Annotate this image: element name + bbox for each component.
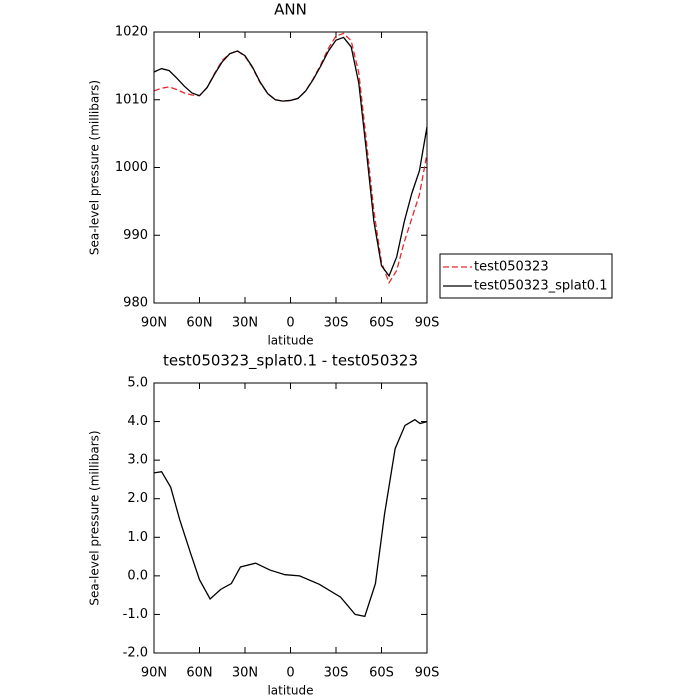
x-tick-label: 90S — [415, 316, 440, 331]
x-tick-label: 0 — [286, 316, 294, 331]
legend-label: test050323 — [474, 260, 549, 275]
y-tick-label: 4.0 — [127, 414, 148, 429]
y-axis-label: Sea-level pressure (millibars) — [88, 430, 102, 605]
x-tick-label: 60N — [186, 316, 212, 331]
y-tick-label: 1010 — [115, 92, 148, 107]
x-tick-label: 90S — [415, 666, 440, 681]
x-tick-label: 60S — [369, 316, 394, 331]
y-tick-label: 3.0 — [127, 453, 148, 468]
legend-box — [439, 253, 613, 299]
x-tick-label: 60N — [186, 666, 212, 681]
y-tick-label: 1000 — [115, 160, 148, 175]
y-tick-label: 2.0 — [127, 491, 148, 506]
x-tick-label: 60S — [369, 666, 394, 681]
legend-label: test050323_splat0.1 — [474, 279, 607, 294]
y-tick-label: -1.0 — [123, 607, 148, 622]
series-line — [153, 418, 428, 618]
x-axis-label: latitude — [267, 684, 313, 698]
x-tick-label: 30N — [232, 666, 258, 681]
chart-title: test050323_splat0.1 - test050323 — [163, 352, 418, 371]
y-tick-label: 1.0 — [127, 530, 148, 545]
y-tick-label: 0.0 — [127, 568, 148, 583]
y-axis-label: Sea-level pressure (millibars) — [88, 80, 102, 255]
x-tick-label: 0 — [286, 666, 294, 681]
y-tick-label: 980 — [123, 296, 148, 311]
x-tick-label: 30N — [232, 316, 258, 331]
y-tick-label: 5.0 — [127, 376, 148, 391]
series-line — [153, 36, 428, 278]
series-line — [153, 32, 428, 285]
chart-title: ANN — [274, 1, 307, 19]
x-axis-label: latitude — [267, 334, 313, 348]
y-tick-label: 1020 — [115, 25, 148, 40]
y-tick-label: -2.0 — [123, 646, 148, 661]
x-tick-label: 90N — [141, 666, 167, 681]
x-tick-label: 30S — [324, 666, 349, 681]
x-tick-label: 30S — [324, 316, 349, 331]
plot-frame — [153, 382, 428, 654]
plot-frame — [153, 31, 428, 304]
x-tick-label: 90N — [141, 316, 167, 331]
y-tick-label: 990 — [123, 228, 148, 243]
